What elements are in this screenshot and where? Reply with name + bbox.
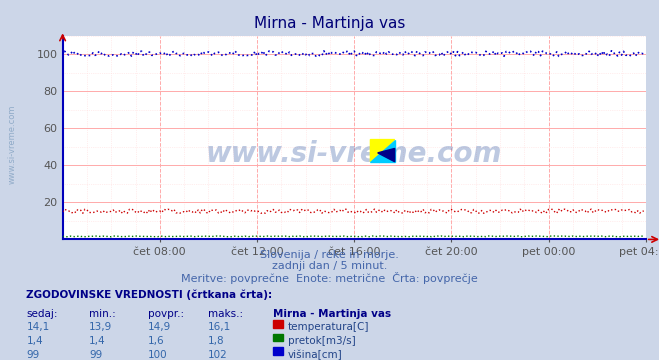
Text: 1,6: 1,6 [148,336,165,346]
Text: min.:: min.: [89,309,116,319]
Text: zadnji dan / 5 minut.: zadnji dan / 5 minut. [272,261,387,271]
Text: Slovenija / reke in morje.: Slovenija / reke in morje. [260,250,399,260]
Text: sedaj:: sedaj: [26,309,58,319]
Text: ZGODOVINSKE VREDNOSTI (črtkana črta):: ZGODOVINSKE VREDNOSTI (črtkana črta): [26,290,272,300]
Text: 16,1: 16,1 [208,322,231,332]
Text: 99: 99 [89,350,102,360]
Text: Meritve: povprečne  Enote: metrične  Črta: povprečje: Meritve: povprečne Enote: metrične Črta:… [181,272,478,284]
Polygon shape [378,148,395,162]
Text: 100: 100 [148,350,168,360]
Text: Mirna - Martinja vas: Mirna - Martinja vas [273,309,391,319]
Text: temperatura[C]: temperatura[C] [288,322,370,332]
Text: www.si-vreme.com: www.si-vreme.com [8,104,17,184]
Text: 14,9: 14,9 [148,322,171,332]
Text: 102: 102 [208,350,227,360]
Text: 14,1: 14,1 [26,322,49,332]
Text: 13,9: 13,9 [89,322,112,332]
Text: povpr.:: povpr.: [148,309,185,319]
Text: www.si-vreme.com: www.si-vreme.com [206,140,502,168]
Text: Mirna - Martinja vas: Mirna - Martinja vas [254,16,405,31]
Polygon shape [370,140,395,162]
Text: 1,4: 1,4 [26,336,43,346]
Polygon shape [370,140,395,162]
Text: pretok[m3/s]: pretok[m3/s] [288,336,356,346]
Text: maks.:: maks.: [208,309,243,319]
Text: 1,4: 1,4 [89,336,105,346]
Text: višina[cm]: višina[cm] [288,350,343,360]
Text: 1,8: 1,8 [208,336,224,346]
Text: 99: 99 [26,350,40,360]
